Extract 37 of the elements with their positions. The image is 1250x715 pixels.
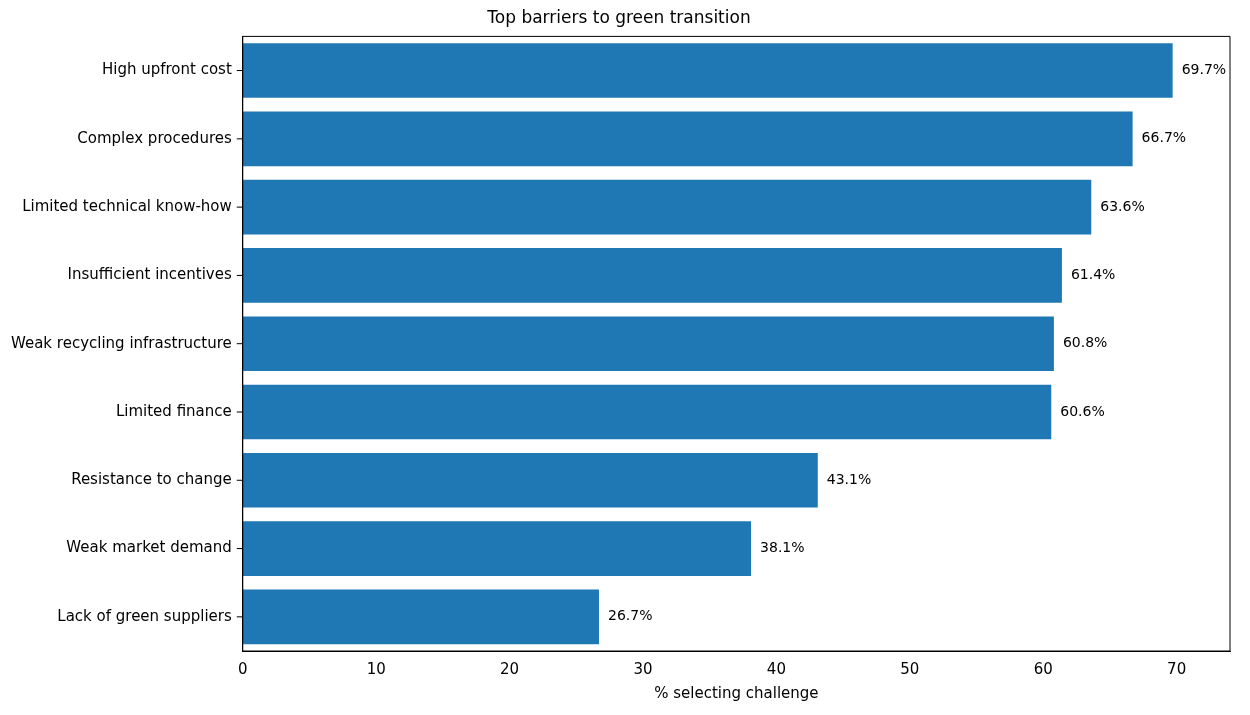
x-tick-label: 50 [900,659,920,678]
x-tick-label: 40 [766,659,786,678]
bar [242,248,1062,303]
y-tick-label: Limited technical know-how [22,197,232,216]
data-label: 60.6% [1060,402,1105,419]
x-axis-title: % selecting challenge [654,683,819,702]
data-label: 69.7% [1181,61,1227,78]
data-label: 66.7% [1141,129,1187,146]
data-label: 63.6% [1100,197,1145,214]
x-tick-label: 60 [1033,659,1053,678]
bar [242,452,818,508]
x-tick-label: 30 [633,659,653,678]
data-label: 43.1% [826,470,872,487]
y-tick-label: Weak recycling infrastructure [11,333,232,352]
y-tick-label: Weak market demand [66,538,232,557]
bar [242,316,1054,372]
y-tick-label: High upfront cost [101,60,232,79]
x-tick-label: 70 [1167,659,1187,678]
data-label: 61.4% [1070,266,1116,283]
data-label: 60.8% [1062,334,1108,351]
bar [242,43,1173,98]
bar [242,384,1052,440]
x-tick-label: 0 [238,659,248,678]
bar [242,521,752,576]
bar [242,179,1092,235]
y-tick-label: Insufficient incentives [67,265,232,284]
data-label: 26.7% [607,607,653,624]
y-tick-label: Complex procedures [77,128,232,147]
y-tick-label: Resistance to change [71,470,232,489]
chart-title: Top barriers to green transition [486,6,751,27]
bar [242,589,599,645]
y-tick-label: Limited finance [115,401,232,420]
y-tick-label: Lack of green suppliers [57,606,232,625]
x-tick-label: 20 [500,659,520,678]
data-label: 38.1% [760,539,805,556]
bar [242,111,1133,167]
x-tick-label: 10 [366,659,386,678]
